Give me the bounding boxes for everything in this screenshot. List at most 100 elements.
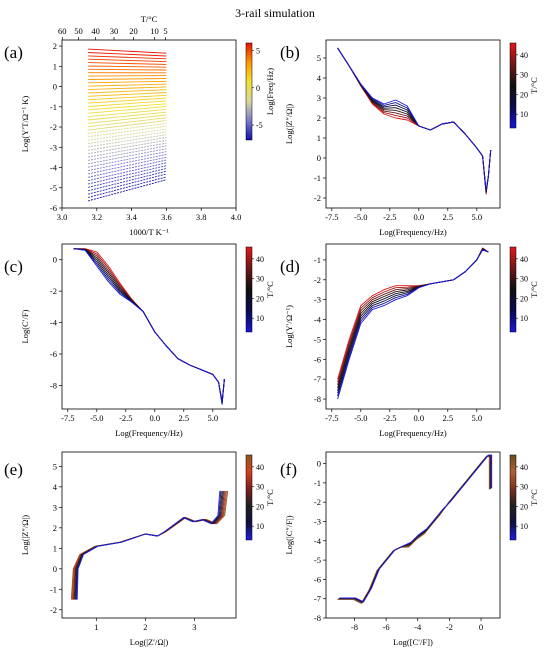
series-line [88, 134, 167, 148]
series-line [88, 111, 167, 121]
y-axis-label: Log(C′/F) [20, 309, 30, 343]
series-line [338, 455, 492, 603]
series-line [88, 75, 167, 77]
colorbar-tick-label: 40 [520, 463, 528, 472]
series-line [88, 86, 167, 91]
y-tick-label: -1 [314, 255, 321, 265]
series-line [73, 248, 225, 404]
axes-frame [61, 39, 237, 209]
series-line [88, 58, 167, 63]
panel-d: (d) -7.5 -5.0 -2.5 0.0 2.5 5.0 -1 -2 -3 -4 -5 -6 -7 -8… [280, 243, 539, 438]
y-tick-label: -2 [314, 275, 321, 285]
colorbar-label: T/°C [529, 489, 539, 506]
colorbar-gradient [245, 454, 253, 541]
colorbar-tick-label: 20 [256, 502, 264, 511]
colorbar-tick-label: 30 [520, 275, 528, 284]
colorbar-tick-label: 5 [256, 46, 260, 55]
y-tick-label: -5 [314, 555, 321, 565]
series-line [75, 490, 223, 600]
series-line [88, 114, 167, 124]
axes-frame [325, 451, 501, 619]
panel-a: (a)3.0 3.2 3.4 3.6 3.8 4.0210-1-2-3-4-5-61000… [4, 14, 275, 237]
y-tick-label: 0 [53, 82, 57, 92]
y-tick-label: -3 [50, 142, 57, 152]
series-line [88, 122, 167, 134]
colorbar: 40 30 20 10 T/°C [509, 246, 539, 333]
x-tick-label: 0.0 [149, 413, 160, 423]
x-tick-label: 0 [479, 622, 483, 632]
y-tick-label: 4 [317, 73, 322, 83]
x-tick-label: 3.8 [196, 212, 207, 222]
panel-label: (e) [4, 460, 23, 479]
colorbar-tick-label: 10 [256, 314, 264, 323]
y-tick-label: -6 [314, 354, 321, 364]
series-line [87, 179, 167, 202]
series-line [88, 153, 167, 172]
y-tick-label: -2 [314, 193, 321, 203]
y-tick-label: 2 [317, 113, 321, 123]
x-tick-label: 2.5 [442, 413, 453, 423]
x-axis-label: Log([C′/F]) [393, 637, 433, 647]
series-line [88, 100, 167, 107]
series-line [88, 117, 167, 128]
series-line [339, 455, 492, 603]
x-axis-label: Log(Frequency/Hz) [379, 428, 447, 438]
colorbar-gradient [245, 42, 253, 141]
series-line [87, 167, 167, 188]
series-line [88, 55, 167, 60]
y-tick-label: 4 [53, 482, 58, 492]
colorbar-label: T/°C [529, 281, 539, 298]
series-line [88, 128, 167, 141]
series-line [88, 159, 167, 178]
y-axis-label: Log(|C″/F|) [284, 515, 294, 554]
x-tick-label: -2.5 [119, 413, 132, 423]
series-line [88, 83, 167, 87]
y-axis-label: Log(|Z″/Ω|) [20, 515, 30, 555]
curves [73, 248, 225, 405]
y-tick-label: -1 [50, 102, 57, 112]
series-line [73, 248, 225, 403]
series-line [88, 145, 167, 161]
series-line [72, 490, 226, 600]
y-tick-label: -8 [314, 613, 321, 623]
colorbar-label: Log(Freq/Hz) [265, 68, 275, 115]
colorbar-tick-label: 0 [256, 84, 260, 93]
y-axis-label: Log(Y′/Ω⁻¹) [284, 305, 294, 348]
panel-f: (f) -8 -6 -4 -2 0 0 -1 -2 -3 -4 -5 -6 -7 -8 Log([C′/F])… [280, 451, 539, 647]
top-tick-label: 30 [110, 26, 119, 36]
panel-e: (e)1 2 3543210-1-2Log(|Z′/Ω|)Log(|Z″/Ω|)40… [4, 451, 275, 647]
x-tick-label: -2.5 [383, 212, 396, 222]
colorbar-tick-label: 30 [520, 71, 528, 80]
y-tick-label: -2 [314, 497, 321, 507]
series-line [88, 151, 167, 168]
axes-frame [325, 39, 501, 209]
x-tick-label: -6 [383, 622, 390, 632]
x-tick-label: 1 [94, 622, 98, 632]
colorbar-tick-label: 40 [520, 255, 528, 264]
series-line [87, 165, 167, 185]
y-tick-label: -6 [50, 203, 57, 213]
colorbar-gradient [509, 42, 517, 129]
x-tick-label: 3.6 [161, 212, 172, 222]
y-tick-label: -3 [314, 516, 321, 526]
series-line [88, 120, 167, 131]
x-tick-label: 0.0 [413, 212, 424, 222]
series-line [88, 62, 167, 65]
colorbar-tick-label: 40 [256, 255, 264, 264]
colorbar-gradient [245, 246, 253, 333]
y-tick-label: -4 [50, 318, 58, 328]
colorbar-label: T/°C [265, 281, 275, 298]
y-tick-label: -4 [314, 315, 322, 325]
colorbar-tick-label: 40 [256, 463, 264, 472]
x-tick-label: 2 [143, 622, 147, 632]
series-line [87, 162, 167, 182]
series-line [73, 248, 225, 402]
y-tick-label: -3 [314, 295, 321, 305]
series-line [88, 78, 167, 80]
y-tick-label: 2 [53, 41, 57, 51]
colorbar-tick-label: 20 [520, 90, 528, 99]
colorbar: 40 30 20 10 T/°C [245, 454, 275, 541]
curves [337, 454, 493, 604]
series-line [88, 131, 167, 145]
